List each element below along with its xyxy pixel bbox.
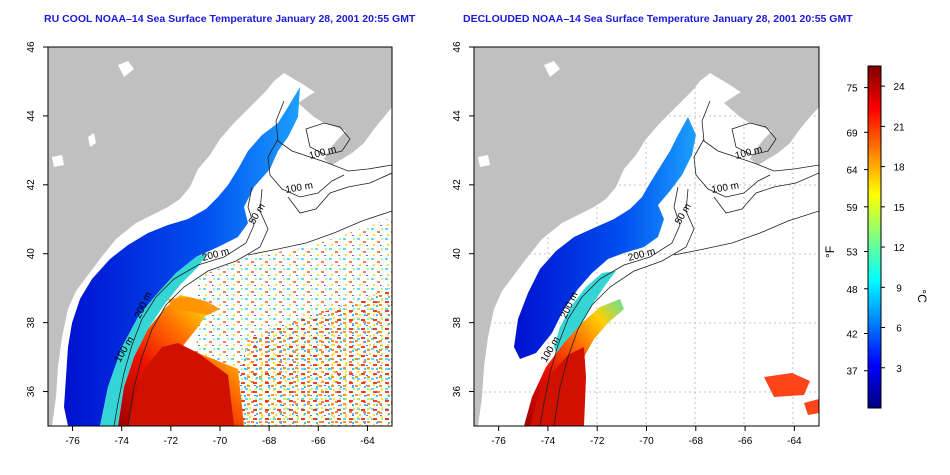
- coastal-cold-water: [64, 87, 300, 426]
- bathymetry-contours: [113, 100, 392, 426]
- lake: [478, 155, 490, 167]
- celsius-tick-label: 18: [893, 163, 905, 174]
- x-tick-label: -76: [491, 436, 506, 447]
- fahrenheit-tick-label: 53: [846, 248, 858, 259]
- fahrenheit-tick-label: 42: [846, 329, 858, 340]
- y-tick-label: 46: [452, 41, 463, 53]
- x-tick-label: -72: [164, 436, 179, 447]
- celsius-tick-label: 3: [896, 364, 902, 375]
- warm-patch: [804, 399, 819, 415]
- x-tick-label: -72: [590, 436, 605, 447]
- lat-lon-grid: [474, 47, 819, 426]
- celsius-tick-label: 15: [893, 203, 905, 214]
- fahrenheit-tick-label: 59: [846, 203, 858, 214]
- fahrenheit-unit-label: °F: [823, 246, 837, 258]
- cloud-speckle-warm: [228, 287, 392, 426]
- x-tick-label: -74: [114, 436, 129, 447]
- y-tick-label: 36: [452, 386, 463, 398]
- celsius-tick-label: 9: [896, 283, 902, 294]
- land-mass-nova-scotia: [298, 57, 392, 165]
- y-tick-label: 40: [26, 248, 37, 260]
- gulf-stream-core: [530, 347, 586, 426]
- left-map-panel: 100 m 100 m 50 m 200 m 200 m 100 m -76 -7…: [26, 41, 393, 447]
- x-tick-label: -64: [787, 436, 802, 447]
- x-tick-label: -64: [360, 436, 375, 447]
- map-axes: -76 -74 -72 -70 -68 -66 -64 36 38 40 42 44 46: [452, 41, 802, 447]
- x-tick-label: -76: [65, 436, 80, 447]
- y-tick-label: 42: [26, 179, 37, 191]
- celsius-tick-label: 12: [893, 243, 905, 254]
- slope-water-band: [100, 253, 208, 426]
- x-tick-label: -68: [689, 436, 704, 447]
- x-tick-label: -70: [639, 436, 654, 447]
- fahrenheit-tick-label: 37: [846, 367, 858, 378]
- lake: [52, 155, 64, 167]
- x-tick-label: -66: [738, 436, 753, 447]
- map-axes: -76 -74 -72 -70 -68 -66 -64 36 38 40 42 44 46: [26, 41, 375, 447]
- colorbar-ticks: 24 21 18 15 12 9 6 3 75 69 64 59 53 48 42 37: [846, 82, 905, 378]
- right-map-panel: 100 m 100 m 50 m 200 m 200 m 100 m -76 -7…: [452, 41, 820, 447]
- y-tick-label: 44: [452, 110, 463, 122]
- lake: [88, 133, 96, 147]
- celsius-tick-label: 21: [893, 122, 905, 133]
- fahrenheit-tick-label: 64: [846, 166, 858, 177]
- celsius-unit-label: °C: [915, 289, 929, 303]
- left-map-title: RU COOL NOAA–14 Sea Surface Temperature …: [44, 13, 416, 25]
- contour-label: 100 m: [285, 180, 314, 196]
- y-tick-label: 46: [26, 41, 37, 53]
- lake: [118, 61, 134, 77]
- warm-filament: [168, 297, 220, 315]
- celsius-tick-label: 24: [893, 82, 905, 93]
- fahrenheit-tick-label: 69: [846, 128, 858, 139]
- fahrenheit-tick-label: 48: [846, 285, 858, 296]
- y-tick-label: 38: [452, 317, 463, 329]
- x-tick-label: -68: [262, 436, 277, 447]
- coastal-cold-water: [514, 117, 696, 359]
- land-mass: [474, 47, 819, 426]
- y-tick-label: 42: [452, 179, 463, 191]
- contour-label: 100 m: [711, 180, 740, 196]
- x-tick-label: -70: [213, 436, 228, 447]
- x-tick-label: -74: [541, 436, 556, 447]
- lake: [544, 61, 560, 77]
- colorbar-gradient: [867, 65, 882, 409]
- y-tick-label: 36: [26, 386, 37, 398]
- land-mass: [48, 47, 392, 426]
- warm-patch: [764, 373, 810, 397]
- celsius-tick-label: 6: [896, 324, 902, 335]
- y-tick-label: 40: [452, 248, 463, 260]
- y-tick-label: 44: [26, 110, 37, 122]
- land-mass-nova-scotia: [724, 57, 819, 165]
- fahrenheit-tick-label: 75: [846, 84, 858, 95]
- temperature-colorbar: 24 21 18 15 12 9 6 3 75 69 64 59 53 48 42 37 °F °C: [823, 65, 929, 409]
- y-tick-label: 38: [26, 317, 37, 329]
- bathymetry-contours: [539, 100, 819, 426]
- gulf-stream-core: [128, 343, 234, 426]
- right-map-title: DECLOUDED NOAA–14 Sea Surface Temperatur…: [463, 13, 853, 25]
- x-tick-label: -66: [311, 436, 326, 447]
